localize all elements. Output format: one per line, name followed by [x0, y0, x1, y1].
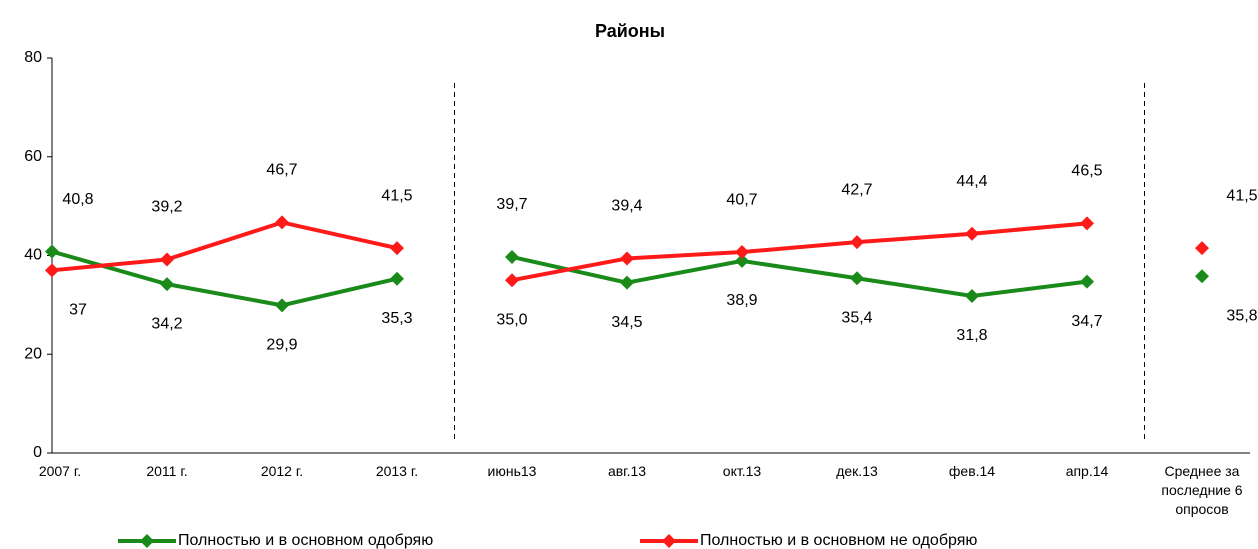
marker: [160, 252, 174, 267]
legend-label: Полностью и в основном одобряю: [178, 532, 433, 549]
marker: [505, 273, 519, 288]
data-label: 46,5: [1071, 163, 1102, 180]
x-tick-label: дек.13: [836, 463, 878, 479]
marker: [1195, 269, 1209, 284]
data-label: 41,5: [381, 187, 412, 204]
data-label: 40,8: [62, 191, 93, 208]
marker: [965, 288, 979, 303]
data-label: 35,4: [841, 309, 872, 326]
data-label: 39,7: [496, 196, 527, 213]
marker: [965, 226, 979, 241]
marker: [850, 235, 864, 250]
y-tick-label: 60: [24, 148, 42, 165]
x-tick-label: фев.14: [948, 463, 996, 479]
x-tick-label: 2007 г.: [38, 463, 82, 479]
data-label: 38,9: [726, 292, 757, 309]
marker: [160, 277, 174, 292]
y-tick-label: 0: [33, 444, 42, 461]
data-label: 42,7: [841, 181, 872, 198]
marker: [850, 271, 864, 286]
marker: [735, 245, 749, 260]
data-label: 46,7: [266, 162, 297, 179]
series-line: [511, 255, 1088, 299]
x-tick-label: 2012 г.: [260, 463, 304, 479]
data-label: 34,5: [611, 314, 642, 331]
marker: [620, 251, 634, 266]
marker: [620, 275, 634, 290]
legend-marker: [662, 534, 676, 548]
legend-marker: [140, 534, 154, 548]
data-label: 35,8: [1226, 307, 1257, 324]
data-label: 34,7: [1071, 313, 1102, 330]
data-label: 39,2: [151, 199, 182, 216]
x-tick-label: окт.13: [722, 463, 762, 479]
y-tick-label: 20: [24, 345, 42, 362]
marker: [275, 215, 289, 230]
series-line: [511, 221, 1088, 283]
data-label: 34,2: [151, 315, 182, 332]
x-tick-label: апр.14: [1065, 463, 1109, 479]
data-label: 39,4: [611, 198, 642, 215]
data-label: 37: [69, 302, 87, 319]
data-label: 35,0: [496, 311, 527, 328]
x-tick-label: авг.13: [607, 463, 647, 479]
data-label: 35,3: [381, 310, 412, 327]
series-line: [51, 249, 398, 308]
data-label: 41,5: [1226, 187, 1257, 204]
x-tick-label: июнь13: [487, 463, 537, 479]
data-label: 31,8: [956, 327, 987, 344]
marker: [1195, 241, 1209, 256]
marker: [735, 253, 749, 268]
marker: [1080, 274, 1094, 289]
x-tick-label: 2013 г.: [375, 463, 419, 479]
marker: [1080, 216, 1094, 231]
y-tick-label: 80: [24, 49, 42, 66]
x-tick-label: 2011 г.: [146, 463, 188, 479]
marker: [45, 263, 59, 278]
series-line: [51, 220, 398, 273]
x-tick-label: Среднее за последние 6 опросов: [1161, 463, 1243, 517]
chart-title: Районы: [595, 21, 665, 41]
data-label: 40,7: [726, 191, 757, 208]
marker: [45, 244, 59, 259]
data-label: 44,4: [956, 173, 987, 190]
marker: [505, 249, 519, 264]
marker: [390, 271, 404, 286]
marker: [275, 298, 289, 313]
data-label: 29,9: [266, 337, 297, 354]
y-tick-label: 40: [24, 247, 42, 264]
legend-label: Полностью и в основном не одобряю: [700, 532, 977, 549]
marker: [390, 241, 404, 256]
